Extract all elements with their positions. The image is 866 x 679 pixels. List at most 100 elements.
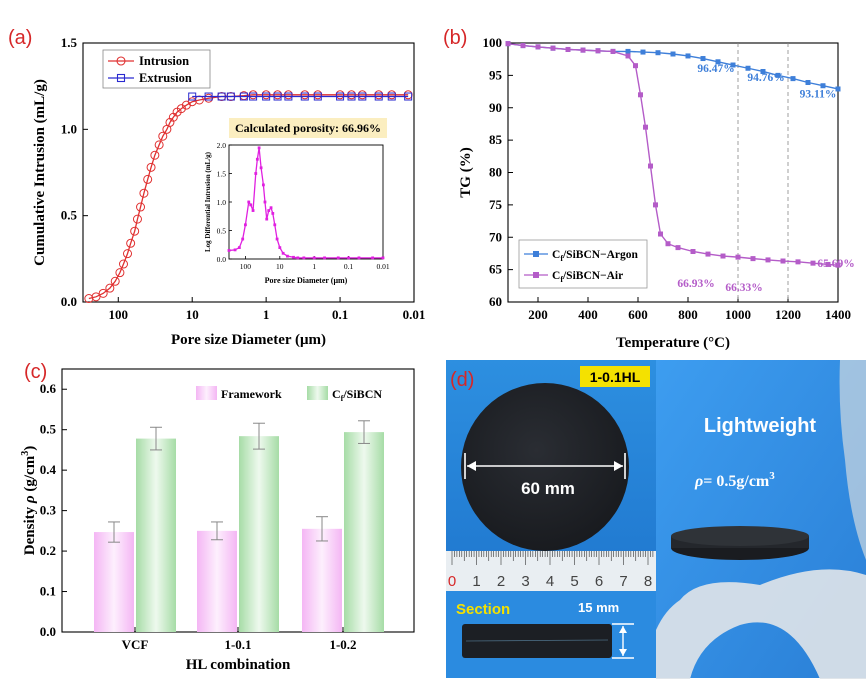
legend-intrusion-label: Intrusion: [139, 54, 189, 68]
inset-x-tick-label: 1: [312, 262, 316, 271]
ruler-digit: 2: [497, 573, 505, 590]
argon-point: [805, 79, 811, 85]
argon-point: [640, 49, 646, 55]
intrusion-point: [158, 131, 168, 141]
y-tick-label: 1.0: [61, 121, 77, 136]
ruler-digit: 5: [570, 573, 578, 590]
sibcn-bar: [344, 432, 384, 632]
x-axis-title: Temperature (°C): [616, 335, 730, 351]
y-tick-label: 0.5: [40, 422, 57, 437]
inset-point: [269, 206, 273, 210]
x-tick-label: 600: [628, 307, 648, 322]
x-tick-label: 0.1: [332, 307, 348, 322]
value-annotation: 66.93%: [677, 278, 714, 290]
intrusion-point: [150, 150, 160, 160]
air-point: [648, 163, 653, 169]
inset-point: [255, 157, 259, 161]
air-point: [675, 245, 681, 251]
inset-point: [381, 256, 385, 260]
ruler-digit: 8: [644, 573, 652, 590]
y-axis-title: Density ρ (g/cm3): [20, 446, 38, 555]
ruler-digit: 7: [619, 573, 627, 590]
density-label: ρ= 0.5g/cm3: [694, 470, 775, 490]
legend-framework-label: Framework: [221, 387, 282, 401]
inset-point: [347, 256, 351, 260]
panel-b-legend: Cf/SiBCN−Argon Cf/SiBCN−Air: [518, 239, 648, 289]
air-point: [810, 260, 816, 266]
intrusion-point: [187, 97, 197, 107]
extrusion-point: [239, 92, 248, 101]
extrusion-point: [387, 92, 396, 101]
extrusion-point: [374, 92, 383, 101]
argon-curve: [507, 42, 839, 90]
argon-point: [820, 83, 826, 89]
sibcn-bar: [239, 436, 279, 632]
y-tick-label: 0.0: [40, 624, 56, 639]
porosity-box: [229, 118, 387, 138]
panel-a-series: [84, 90, 413, 304]
argon-point: [685, 53, 691, 59]
extrusion-point: [313, 92, 322, 101]
x-tick-label: 1: [263, 307, 270, 322]
x-tick-label: 1200: [775, 307, 801, 322]
inset-point: [336, 256, 340, 260]
inset-y-tick-label: 2.0: [217, 141, 227, 150]
air-point: [795, 259, 801, 265]
air-point: [735, 254, 741, 260]
x-tick-label: 1400: [825, 307, 851, 322]
framework-bar: [197, 530, 237, 632]
arrowhead-right-icon: [614, 461, 623, 471]
y-tick-label: 95: [489, 67, 503, 82]
inset-point: [251, 209, 255, 212]
inset-point: [267, 209, 271, 212]
air-point: [550, 45, 556, 51]
inset-point: [302, 256, 306, 260]
intrusion-point: [143, 174, 153, 184]
y-tick-label: 0.2: [40, 543, 56, 558]
intrusion-point: [126, 238, 136, 248]
air-point: [653, 202, 658, 208]
y-tick-label: 0.1: [40, 584, 56, 599]
y-tick-label: 65: [489, 262, 503, 277]
ruler-digit: 4: [546, 573, 554, 590]
panel-c-axes: 0.0 0.1 0.2 0.3 0.4 0.5 0.6 HL combination Densi…: [20, 368, 415, 673]
intrusion-point: [105, 283, 115, 293]
y-tick-label: 75: [489, 197, 503, 212]
inset-point: [271, 212, 275, 215]
air-point: [765, 257, 771, 263]
air-point: [780, 258, 786, 264]
extrusion-point: [300, 92, 309, 101]
y-tick-label: 100: [483, 35, 503, 50]
panel-a-inset: 100 10 1 0.1 0.01 0.0 0.5 1.0 1.5 2.0 Pore size Di…: [204, 141, 390, 285]
inset-point: [278, 246, 282, 249]
inset-point: [357, 256, 361, 260]
sample-tag: 1-0.1HL: [580, 366, 650, 387]
intrusion-point: [91, 292, 101, 302]
x-tick-label: 10: [186, 307, 199, 322]
legend-argon-label: Cf/SiBCN−Argon: [552, 249, 639, 263]
ruler-digit: 6: [595, 573, 603, 590]
air-point: [665, 241, 671, 247]
sibcn-bar: [136, 438, 176, 632]
panel-a-plot-frame: [82, 42, 415, 303]
inset-point: [286, 254, 289, 258]
legend-extrusion-label: Extrusion: [139, 71, 192, 85]
fiber-cotton: [656, 569, 866, 679]
air-point: [580, 47, 586, 53]
inset-point: [371, 256, 375, 260]
argon-point: [715, 59, 721, 65]
extrusion-point: [249, 92, 258, 101]
panel-b-series: [505, 41, 841, 268]
extrusion-point: [273, 92, 282, 101]
ruler-body: [446, 551, 656, 591]
x-tick-label: VCF: [122, 637, 149, 652]
inset-point: [263, 200, 267, 204]
inset-y-tick-label: 1.0: [217, 198, 227, 207]
inset-x-tick-label: 0.01: [376, 262, 389, 271]
extrusion-point: [226, 92, 235, 101]
intrusion-curve: [88, 94, 409, 300]
argon-point: [625, 48, 631, 54]
